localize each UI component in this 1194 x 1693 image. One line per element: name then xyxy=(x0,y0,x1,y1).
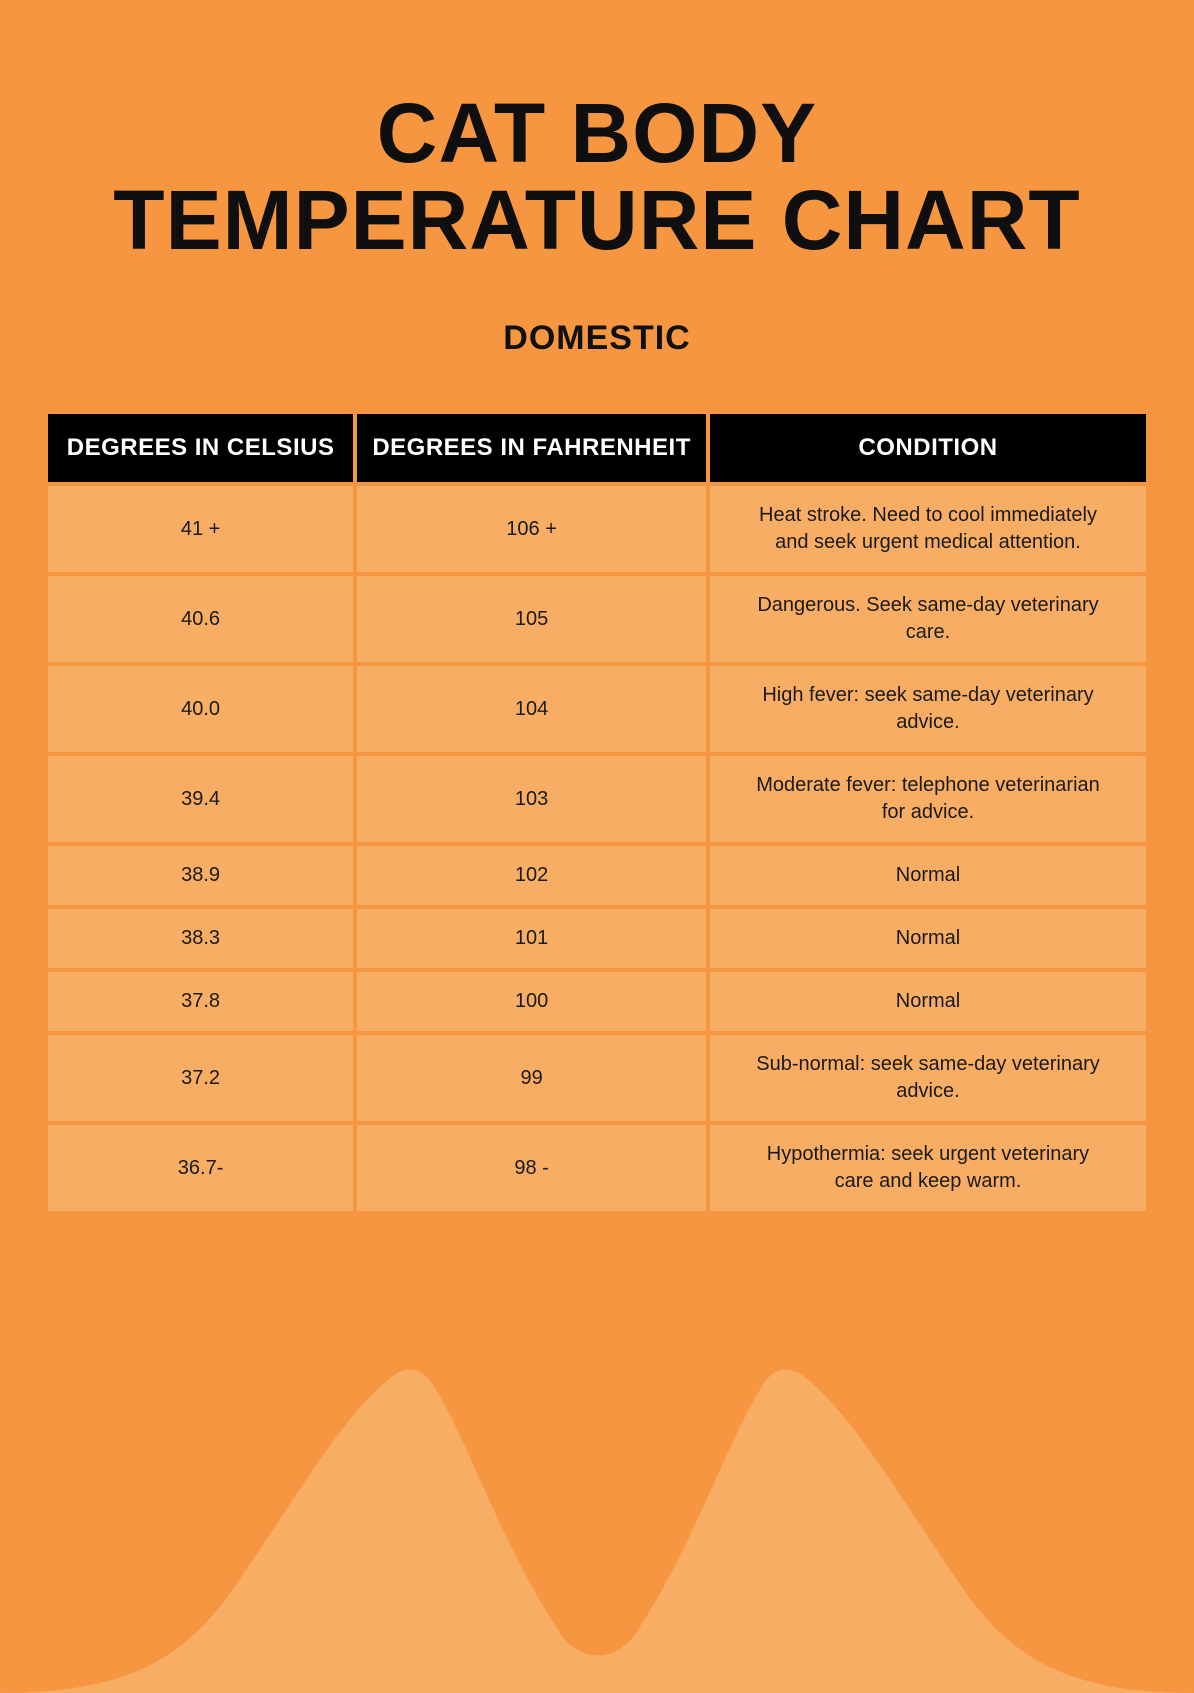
cell-fahrenheit: 104 xyxy=(357,666,706,752)
cell-celsius: 36.7- xyxy=(48,1125,353,1211)
cell-celsius: 37.8 xyxy=(48,972,353,1031)
col-header-fahrenheit: DEGREES IN FAHRENHEIT xyxy=(357,414,706,482)
cell-condition: Normal xyxy=(710,909,1146,968)
table-header-row: DEGREES IN CELSIUS DEGREES IN FAHRENHEIT… xyxy=(48,414,1146,482)
table-row: 38.9 102 Normal xyxy=(48,846,1146,905)
table-row: 40.6 105 Dangerous. Seek same-day veteri… xyxy=(48,576,1146,662)
cell-celsius: 40.6 xyxy=(48,576,353,662)
page-title: CAT BODY TEMPERATURE CHART xyxy=(44,90,1150,263)
cell-fahrenheit: 105 xyxy=(357,576,706,662)
cell-condition: Sub-normal: seek same-day veterinary adv… xyxy=(710,1035,1146,1121)
cell-fahrenheit: 101 xyxy=(357,909,706,968)
cell-condition: High fever: seek same-day veterinary adv… xyxy=(710,666,1146,752)
cell-fahrenheit: 102 xyxy=(357,846,706,905)
table-body: 41 + 106 + Heat stroke. Need to cool imm… xyxy=(48,486,1146,1211)
cell-fahrenheit: 99 xyxy=(357,1035,706,1121)
table-row: 38.3 101 Normal xyxy=(48,909,1146,968)
col-header-celsius: DEGREES IN CELSIUS xyxy=(48,414,353,482)
page: CAT BODY TEMPERATURE CHART DOMESTIC DEGR… xyxy=(0,0,1194,1683)
cell-condition: Dangerous. Seek same-day veterinary care… xyxy=(710,576,1146,662)
cell-fahrenheit: 98 - xyxy=(357,1125,706,1211)
cell-condition: Moderate fever: telephone veterinarian f… xyxy=(710,756,1146,842)
table-row: 36.7- 98 - Hypothermia: seek urgent vete… xyxy=(48,1125,1146,1211)
cell-condition: Normal xyxy=(710,846,1146,905)
table-row: 40.0 104 High fever: seek same-day veter… xyxy=(48,666,1146,752)
table-row: 37.8 100 Normal xyxy=(48,972,1146,1031)
cell-fahrenheit: 106 + xyxy=(357,486,706,572)
title-line-1: CAT BODY xyxy=(377,86,817,180)
cell-fahrenheit: 103 xyxy=(357,756,706,842)
page-subtitle: DOMESTIC xyxy=(44,319,1150,358)
cell-celsius: 38.9 xyxy=(48,846,353,905)
table-row: 37.2 99 Sub-normal: seek same-day veteri… xyxy=(48,1035,1146,1121)
cell-celsius: 38.3 xyxy=(48,909,353,968)
temperature-table: DEGREES IN CELSIUS DEGREES IN FAHRENHEIT… xyxy=(44,410,1150,1215)
cell-celsius: 41 + xyxy=(48,486,353,572)
table-row: 41 + 106 + Heat stroke. Need to cool imm… xyxy=(48,486,1146,572)
cell-celsius: 40.0 xyxy=(48,666,353,752)
cell-condition: Normal xyxy=(710,972,1146,1031)
title-line-2: TEMPERATURE CHART xyxy=(113,173,1080,267)
cell-celsius: 37.2 xyxy=(48,1035,353,1121)
cell-condition: Hypothermia: seek urgent veterinary care… xyxy=(710,1125,1146,1211)
cell-celsius: 39.4 xyxy=(48,756,353,842)
table-row: 39.4 103 Moderate fever: telephone veter… xyxy=(48,756,1146,842)
cell-fahrenheit: 100 xyxy=(357,972,706,1031)
col-header-condition: CONDITION xyxy=(710,414,1146,482)
cell-condition: Heat stroke. Need to cool immediately an… xyxy=(710,486,1146,572)
